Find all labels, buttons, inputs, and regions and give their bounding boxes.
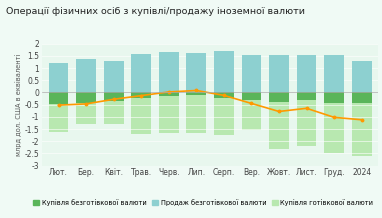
Bar <box>296 92 316 100</box>
Bar <box>131 92 151 98</box>
Bar <box>49 92 68 132</box>
Bar <box>214 92 234 135</box>
Y-axis label: млрд дол. США в еквіваленті: млрд дол. США в еквіваленті <box>15 53 22 156</box>
Bar <box>159 92 179 133</box>
Bar <box>241 54 261 92</box>
Bar <box>352 92 372 103</box>
Bar <box>214 92 234 98</box>
Bar <box>269 92 289 149</box>
Bar <box>49 63 68 92</box>
Bar <box>131 92 151 134</box>
Bar <box>131 54 151 92</box>
Bar <box>76 92 96 103</box>
Bar <box>104 92 124 101</box>
Bar <box>76 92 96 124</box>
Bar <box>296 92 316 146</box>
Bar <box>269 54 289 92</box>
Bar <box>186 53 206 92</box>
Bar <box>49 92 68 104</box>
Bar <box>296 54 316 92</box>
Bar <box>159 52 179 92</box>
Bar <box>324 54 344 92</box>
Bar <box>241 92 261 130</box>
Bar <box>241 92 261 100</box>
Bar <box>76 60 96 92</box>
Bar <box>104 61 124 92</box>
Bar <box>352 61 372 92</box>
Bar <box>269 92 289 102</box>
Legend: Купівля безготівкової валюти, Продаж безготівкової валюти, Купівля готівкової ва: Купівля безготівкової валюти, Продаж без… <box>31 196 376 209</box>
Bar <box>352 92 372 156</box>
Bar <box>104 92 124 124</box>
Bar <box>186 92 206 133</box>
Bar <box>324 92 344 103</box>
Bar <box>159 92 179 96</box>
Text: Операції фізичних осіб з купівлі/продажу іноземної валюти: Операції фізичних осіб з купівлі/продажу… <box>6 7 305 15</box>
Bar <box>324 92 344 153</box>
Bar <box>214 51 234 92</box>
Bar <box>186 92 206 95</box>
